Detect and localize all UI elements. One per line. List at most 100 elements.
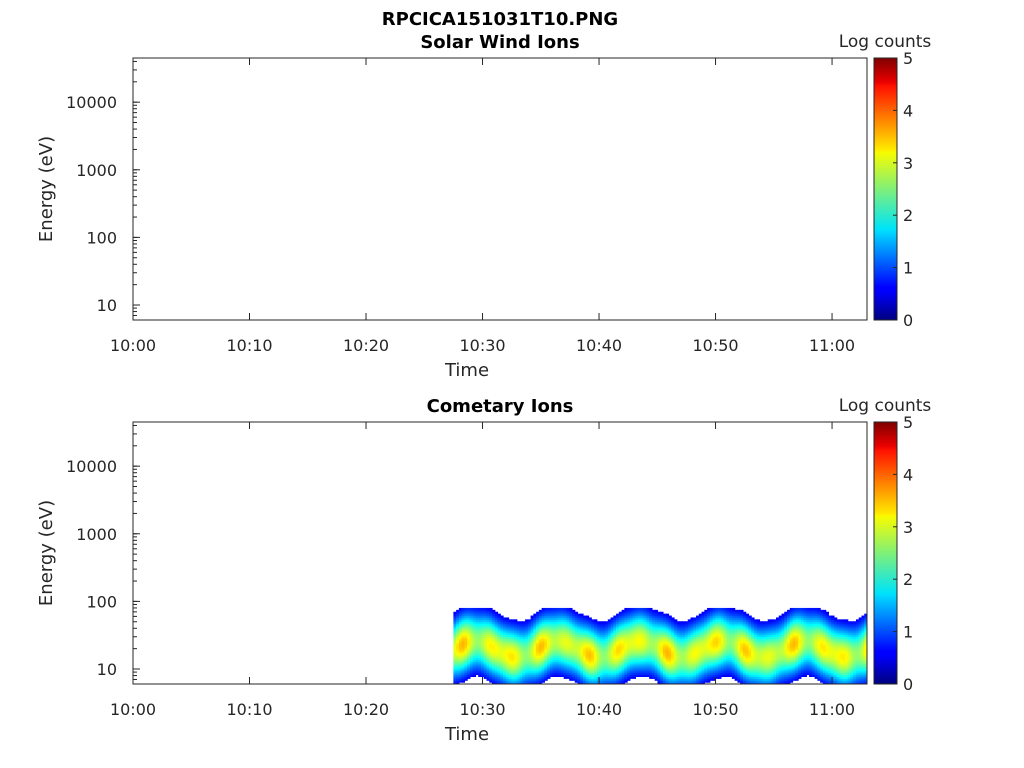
spectrogram-cell xyxy=(613,674,617,677)
spectrogram-cell xyxy=(742,666,747,670)
spectrogram-cell xyxy=(662,619,667,622)
spectrogram-cell xyxy=(676,663,681,666)
spectrogram-cell xyxy=(742,676,747,679)
spectrogram-cell xyxy=(687,659,692,662)
spectrogram-cell xyxy=(480,644,485,647)
spectrogram-cell xyxy=(461,647,466,651)
spectrogram-cell xyxy=(478,609,482,613)
spectrogram-cell xyxy=(599,621,603,624)
spectrogram-cell xyxy=(662,659,667,662)
spectrogram-cell xyxy=(472,626,477,630)
spectrogram-cell xyxy=(505,626,510,630)
spectrogram-cell xyxy=(762,657,766,660)
spectrogram-cell xyxy=(759,653,763,657)
spectrogram-cell xyxy=(552,613,557,617)
spectrogram-cell xyxy=(635,636,639,639)
spectrogram-cell xyxy=(635,623,639,626)
spectrogram-cell xyxy=(643,640,648,643)
spectrogram-cell xyxy=(792,659,796,662)
spectrogram-cell xyxy=(767,682,772,684)
spectrogram-cell xyxy=(494,632,499,636)
spectrogram-cell xyxy=(616,680,620,683)
spectrogram-cell xyxy=(618,657,623,660)
spectrogram-cell xyxy=(618,664,623,668)
spectrogram-cell xyxy=(549,611,554,615)
x-axis-label: Time xyxy=(444,360,489,381)
spectrogram-cell xyxy=(696,623,700,626)
spectrogram-cell xyxy=(569,664,573,668)
spectrogram-cell xyxy=(676,640,681,643)
spectrogram-cell xyxy=(588,636,592,639)
spectrogram-cell xyxy=(511,619,515,622)
spectrogram-cell xyxy=(753,670,758,674)
spectrogram-cell xyxy=(698,630,703,634)
spectrogram-cell xyxy=(671,664,675,668)
spectrogram-cell xyxy=(709,615,714,619)
spectrogram-cell xyxy=(764,653,769,657)
spectrogram-cell xyxy=(662,636,667,639)
spectrogram-cell xyxy=(599,668,603,672)
spectrogram-cell xyxy=(491,617,496,620)
spectrogram-cell xyxy=(676,649,681,653)
spectrogram-cell xyxy=(665,657,670,660)
spectrogram-cell xyxy=(464,615,468,619)
spectrogram-cell xyxy=(516,644,521,647)
spectrogram-cell xyxy=(505,651,510,655)
spectrogram-cell xyxy=(742,636,747,639)
spectrogram-cell xyxy=(610,682,614,684)
spectrogram-cell xyxy=(555,674,559,677)
spectrogram-cell xyxy=(547,655,551,658)
spectrogram-cell xyxy=(720,609,725,613)
spectrogram-cell xyxy=(742,657,747,660)
spectrogram-cell xyxy=(651,661,656,664)
spectrogram-cell xyxy=(734,657,739,660)
spectrogram-cell xyxy=(737,640,741,643)
spectrogram-cell xyxy=(489,638,493,641)
spectrogram-cell xyxy=(574,626,579,630)
spectrogram-cell xyxy=(533,642,537,645)
spectrogram-cell xyxy=(696,680,700,683)
spectrogram-cell xyxy=(662,680,667,683)
spectrogram-cell xyxy=(472,625,477,628)
spectrogram-cell xyxy=(726,625,730,628)
spectrogram-cell xyxy=(461,663,466,666)
spectrogram-cell xyxy=(483,611,488,615)
spectrogram-cell xyxy=(798,672,802,676)
spectrogram-cell xyxy=(491,668,496,672)
spectrogram-cell xyxy=(646,617,650,620)
spectrogram-cell xyxy=(530,626,534,630)
spectrogram-cell xyxy=(610,617,614,620)
spectrogram-cell xyxy=(552,653,557,657)
spectrogram-cell xyxy=(635,655,639,658)
spectrogram-cell xyxy=(640,651,645,655)
spectrogram-cell xyxy=(707,640,711,643)
spectrogram-cell xyxy=(715,617,719,620)
spectrogram-cell xyxy=(723,664,727,668)
spectrogram-cell xyxy=(547,661,551,664)
spectrogram-cell xyxy=(820,670,824,674)
spectrogram-cell xyxy=(563,674,568,677)
spectrogram-cell xyxy=(748,670,752,674)
spectrogram-cell xyxy=(789,621,794,624)
spectrogram-cell xyxy=(643,625,648,628)
spectrogram-cell xyxy=(483,645,488,649)
spectrogram-cell xyxy=(544,678,548,681)
spectrogram-cell xyxy=(657,680,661,683)
spectrogram-cell xyxy=(668,642,672,645)
spectrogram-cell xyxy=(467,661,471,664)
spectrogram-cell xyxy=(709,678,714,681)
spectrogram-cell xyxy=(519,621,523,624)
spectrogram-cell xyxy=(781,621,785,624)
spectrogram-cell xyxy=(707,664,711,668)
spectrogram-cell xyxy=(770,626,774,630)
spectrogram-cell xyxy=(767,655,772,658)
spectrogram-cell xyxy=(731,674,736,677)
spectrogram-cell xyxy=(480,617,485,620)
spectrogram-cell xyxy=(756,630,761,634)
spectrogram-cell xyxy=(817,632,821,636)
spectrogram-cell xyxy=(621,630,625,634)
spectrogram-cell xyxy=(624,623,628,626)
spectrogram-cell xyxy=(778,657,783,660)
spectrogram-cell xyxy=(480,651,485,655)
spectrogram-cell xyxy=(519,651,523,655)
